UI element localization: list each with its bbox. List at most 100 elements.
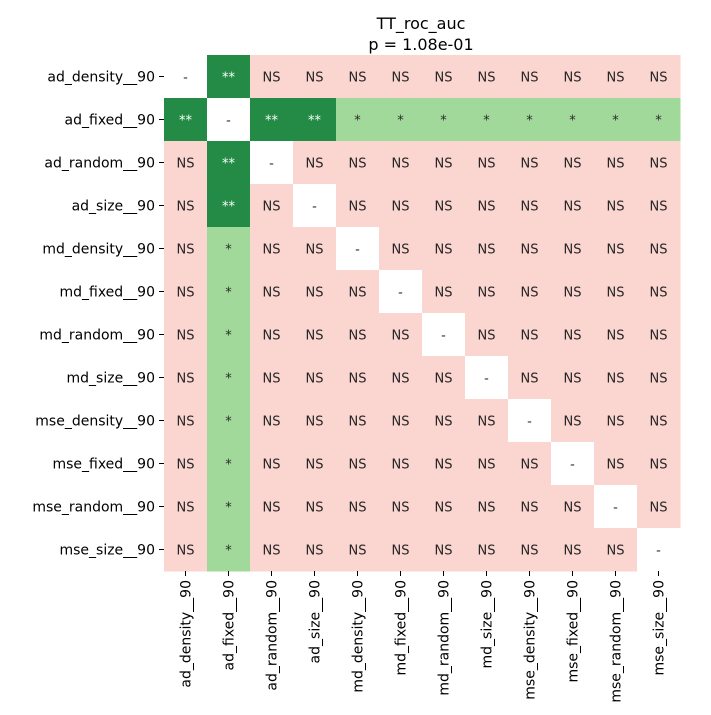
cell-label: NS [564,501,582,516]
heatmap-cell [207,356,251,400]
cell-label: NS [177,329,195,344]
heatmap-cell [637,55,681,99]
column-label: md_fixed__90 [394,580,410,676]
heatmap-cell [164,270,208,314]
column-label: mse_size__90 [652,580,668,676]
heatmap-cell [465,528,509,572]
cell-label: NS [521,372,539,387]
cell-label: NS [607,415,625,430]
heatmap-cell [336,442,380,486]
cell-label: NS [306,329,324,344]
cell-label: NS [349,71,367,86]
heatmap-cell [465,399,509,443]
cell-label: - [613,501,618,516]
cell-label: NS [349,501,367,516]
cell-label: * [225,286,232,301]
cell-label: NS [177,415,195,430]
cell-label: * [225,501,232,516]
heatmap-cell [551,141,595,185]
heatmap-cell [508,55,552,99]
cell-label: NS [478,157,496,172]
cell-label: NS [478,71,496,86]
heatmap-cell [508,141,552,185]
row-label: ad_random__90 [44,156,155,172]
cell-label: NS [306,501,324,516]
column-label: mse_fixed__90 [566,580,582,683]
cell-label: * [612,114,619,129]
heatmap-cell [379,184,423,228]
cell-label: NS [435,243,453,258]
heatmap-cell [422,227,466,271]
cell-label: NS [306,458,324,473]
cell-label: NS [650,372,668,387]
heatmap-cell [508,313,552,357]
cell-label: NS [650,501,668,516]
heatmap-cell [422,528,466,572]
heatmap-cell [594,485,638,529]
cell-label: NS [564,243,582,258]
cell-label: NS [435,71,453,86]
heatmap-cell [250,399,294,443]
heatmap-cell [336,356,380,400]
cell-label: NS [263,458,281,473]
heatmap-cell [551,442,595,486]
cell-label: NS [478,544,496,559]
cell-label: - [355,243,360,258]
cell-label: NS [478,243,496,258]
heatmap-cell [508,528,552,572]
cell-label: NS [177,544,195,559]
cell-label: NS [521,501,539,516]
heatmap-cell [508,98,552,142]
cell-label: NS [263,286,281,301]
cell-label: NS [650,71,668,86]
row-label: md_density__90 [42,242,155,258]
heatmap-cell [164,227,208,271]
cell-label: ** [222,157,236,172]
cell-label: NS [564,157,582,172]
cell-label: * [483,114,490,129]
cell-label: NS [392,329,410,344]
heatmap-cell [508,399,552,443]
cell-label: - [312,200,317,215]
heatmap-cell [551,98,595,142]
heatmap-cell [164,98,208,142]
heatmap-cell [336,98,380,142]
cell-label: NS [306,157,324,172]
chart-title: TT_roc_auc [376,14,466,34]
heatmap-cell [422,313,466,357]
cell-label: ** [265,114,279,129]
cell-label: NS [607,458,625,473]
cell-label: - [656,544,661,559]
row-label: ad_fixed__90 [65,113,155,129]
cell-label: NS [564,200,582,215]
heatmap-cell [379,141,423,185]
cell-label: NS [607,200,625,215]
cell-label: NS [435,544,453,559]
heatmap-cell [594,442,638,486]
column-label: md_random__90 [437,580,453,696]
heatmap-cell [164,399,208,443]
heatmap-cell [422,141,466,185]
cell-label: NS [521,157,539,172]
column-label: mse_random__90 [609,580,625,703]
heatmap-cell [379,399,423,443]
heatmap-cell [637,485,681,529]
heatmap-cell [637,184,681,228]
cell-label: NS [650,458,668,473]
cell-label: NS [650,329,668,344]
heatmap-cell [207,98,251,142]
cell-label: NS [521,544,539,559]
cell-label: NS [263,200,281,215]
cell-label: NS [435,157,453,172]
column-label: ad_random__90 [265,580,281,691]
row-label: mse_density__90 [35,414,155,430]
heatmap-cell [551,485,595,529]
heatmap-cell [594,399,638,443]
heatmap-cell [293,528,337,572]
cell-label: NS [435,458,453,473]
heatmap-cell [293,442,337,486]
cell-label: - [484,372,489,387]
cell-label: NS [392,71,410,86]
cell-label: NS [564,71,582,86]
cell-label: NS [607,71,625,86]
